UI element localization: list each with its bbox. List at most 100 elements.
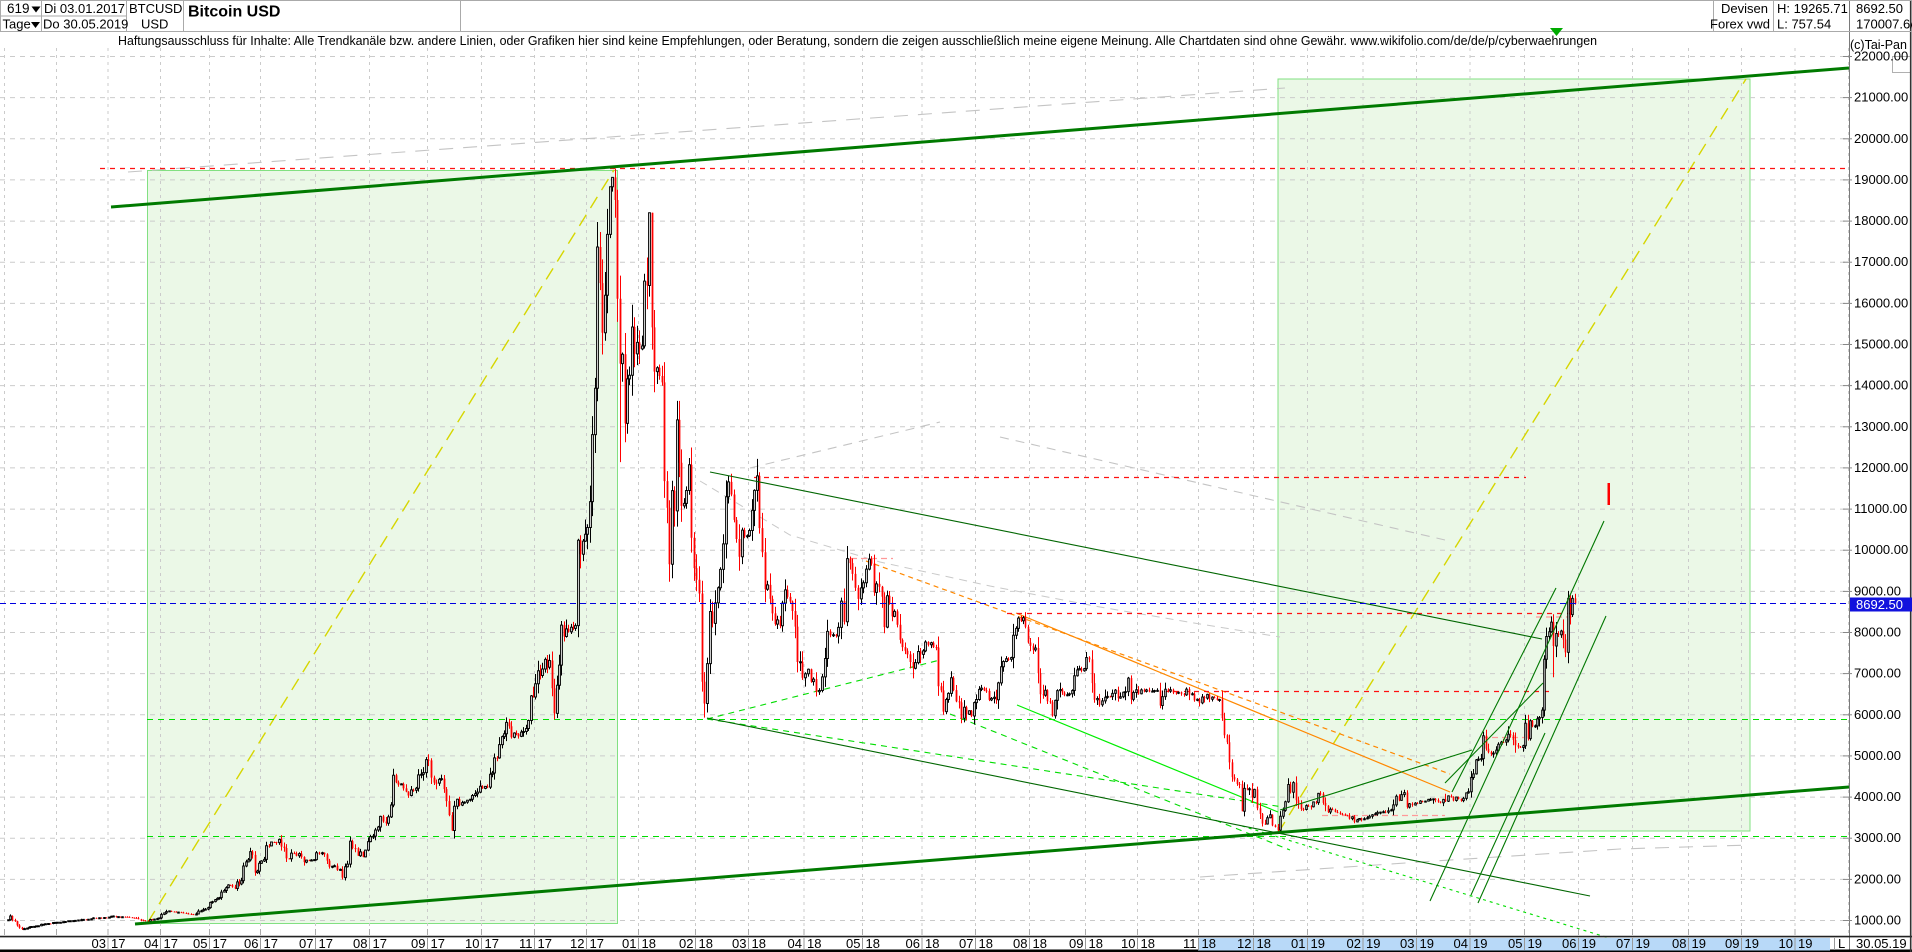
svg-text:04: 04 <box>788 936 802 951</box>
svg-text:19: 19 <box>1473 936 1487 951</box>
svg-text:Forex vwd: Forex vwd <box>1710 17 1770 32</box>
svg-text:8000.00: 8000.00 <box>1854 625 1901 640</box>
svg-text:17000.00: 17000.00 <box>1854 254 1908 269</box>
svg-text:7000.00: 7000.00 <box>1854 666 1901 681</box>
svg-text:Tage: Tage <box>3 17 31 32</box>
svg-text:L: 757.54: L: 757.54 <box>1777 17 1831 32</box>
svg-text:19000.00: 19000.00 <box>1854 172 1908 187</box>
svg-text:09: 09 <box>1069 936 1083 951</box>
svg-text:02: 02 <box>1347 936 1361 951</box>
svg-text:10: 10 <box>1121 936 1135 951</box>
svg-text:03: 03 <box>732 936 746 951</box>
svg-text:11000.00: 11000.00 <box>1854 501 1907 516</box>
svg-text:12: 12 <box>1237 936 1251 951</box>
svg-text:17: 17 <box>164 936 178 951</box>
svg-text:19: 19 <box>1636 936 1650 951</box>
svg-text:19: 19 <box>1692 936 1706 951</box>
svg-text:Haftungsausschluss für Inhalte: Haftungsausschluss für Inhalte: Alle Tre… <box>118 33 1597 48</box>
svg-text:18: 18 <box>979 936 993 951</box>
svg-text:18: 18 <box>642 936 656 951</box>
svg-text:16000.00: 16000.00 <box>1854 295 1908 310</box>
svg-text:02: 02 <box>679 936 693 951</box>
svg-text:18: 18 <box>699 936 713 951</box>
svg-text:10000.00: 10000.00 <box>1854 542 1908 557</box>
svg-text:Devisen: Devisen <box>1721 1 1768 16</box>
svg-text:08: 08 <box>353 936 367 951</box>
svg-text:17: 17 <box>373 936 387 951</box>
svg-text:19: 19 <box>1528 936 1542 951</box>
svg-text:170007.6/: 170007.6/ <box>1856 17 1912 32</box>
svg-text:30.05.19: 30.05.19 <box>1856 936 1907 951</box>
svg-text:07: 07 <box>1616 936 1630 951</box>
svg-text:18: 18 <box>925 936 939 951</box>
svg-text:Do 30.05.2019: Do 30.05.2019 <box>43 17 128 32</box>
svg-text:14000.00: 14000.00 <box>1854 378 1908 393</box>
svg-text:06: 06 <box>1562 936 1576 951</box>
svg-text:10: 10 <box>1779 936 1793 951</box>
svg-text:(c)Tai-Pan: (c)Tai-Pan <box>1850 38 1907 52</box>
svg-text:08: 08 <box>1672 936 1686 951</box>
svg-text:8692.50: 8692.50 <box>1856 597 1903 612</box>
svg-text:5000.00: 5000.00 <box>1854 748 1901 763</box>
svg-text:09: 09 <box>411 936 425 951</box>
svg-text:17: 17 <box>590 936 604 951</box>
svg-text:05: 05 <box>193 936 207 951</box>
svg-text:18: 18 <box>1089 936 1103 951</box>
svg-text:2000.00: 2000.00 <box>1854 871 1901 886</box>
svg-text:BTCUSD: BTCUSD <box>129 1 182 16</box>
svg-text:04: 04 <box>144 936 158 951</box>
svg-text:Bitcoin USD: Bitcoin USD <box>188 4 280 21</box>
svg-text:18: 18 <box>1033 936 1047 951</box>
svg-text:18: 18 <box>807 936 821 951</box>
svg-text:20000.00: 20000.00 <box>1854 131 1908 146</box>
svg-text:19: 19 <box>1311 936 1325 951</box>
svg-text:Di 03.01.2017: Di 03.01.2017 <box>44 1 125 16</box>
svg-text:09: 09 <box>1725 936 1739 951</box>
svg-text:08: 08 <box>1013 936 1027 951</box>
svg-text:18: 18 <box>1257 936 1271 951</box>
svg-text:18: 18 <box>752 936 766 951</box>
svg-text:L: L <box>1838 936 1845 951</box>
svg-text:619: 619 <box>7 1 30 16</box>
svg-text:05: 05 <box>1508 936 1522 951</box>
svg-text:19: 19 <box>1582 936 1596 951</box>
svg-text:17: 17 <box>213 936 227 951</box>
svg-text:05: 05 <box>846 936 860 951</box>
svg-text:3000.00: 3000.00 <box>1854 830 1901 845</box>
svg-text:03: 03 <box>1400 936 1414 951</box>
svg-text:11: 11 <box>519 936 533 951</box>
svg-text:13000.00: 13000.00 <box>1854 419 1908 434</box>
svg-text:12: 12 <box>570 936 584 951</box>
svg-text:17: 17 <box>111 936 125 951</box>
svg-text:19: 19 <box>1366 936 1380 951</box>
svg-text:19: 19 <box>1745 936 1759 951</box>
svg-text:6000.00: 6000.00 <box>1854 707 1901 722</box>
svg-text:18: 18 <box>866 936 880 951</box>
svg-text:01: 01 <box>1291 936 1305 951</box>
svg-text:06: 06 <box>244 936 258 951</box>
svg-text:17: 17 <box>431 936 445 951</box>
svg-text:19: 19 <box>1420 936 1434 951</box>
svg-text:10: 10 <box>465 936 479 951</box>
svg-text:18: 18 <box>1141 936 1155 951</box>
svg-text:8692.50: 8692.50 <box>1856 1 1903 16</box>
svg-text:9000.00: 9000.00 <box>1854 583 1901 598</box>
svg-text:04: 04 <box>1454 936 1468 951</box>
svg-text:21000.00: 21000.00 <box>1854 90 1908 105</box>
svg-text:18: 18 <box>1202 936 1216 951</box>
svg-text:07: 07 <box>959 936 973 951</box>
svg-text:11: 11 <box>1183 936 1197 951</box>
svg-text:15000.00: 15000.00 <box>1854 337 1908 352</box>
svg-text:17: 17 <box>538 936 552 951</box>
svg-text:12000.00: 12000.00 <box>1854 460 1908 475</box>
svg-text:USD: USD <box>141 17 168 32</box>
svg-text:4000.00: 4000.00 <box>1854 789 1901 804</box>
svg-text:17: 17 <box>319 936 333 951</box>
svg-text:22000.00: 22000.00 <box>1854 49 1908 64</box>
svg-text:H: 19265.71: H: 19265.71 <box>1777 1 1848 16</box>
svg-text:1000.00: 1000.00 <box>1854 913 1901 928</box>
svg-text:07: 07 <box>299 936 313 951</box>
svg-text:03: 03 <box>92 936 106 951</box>
svg-text:18000.00: 18000.00 <box>1854 213 1908 228</box>
svg-text:06: 06 <box>906 936 920 951</box>
